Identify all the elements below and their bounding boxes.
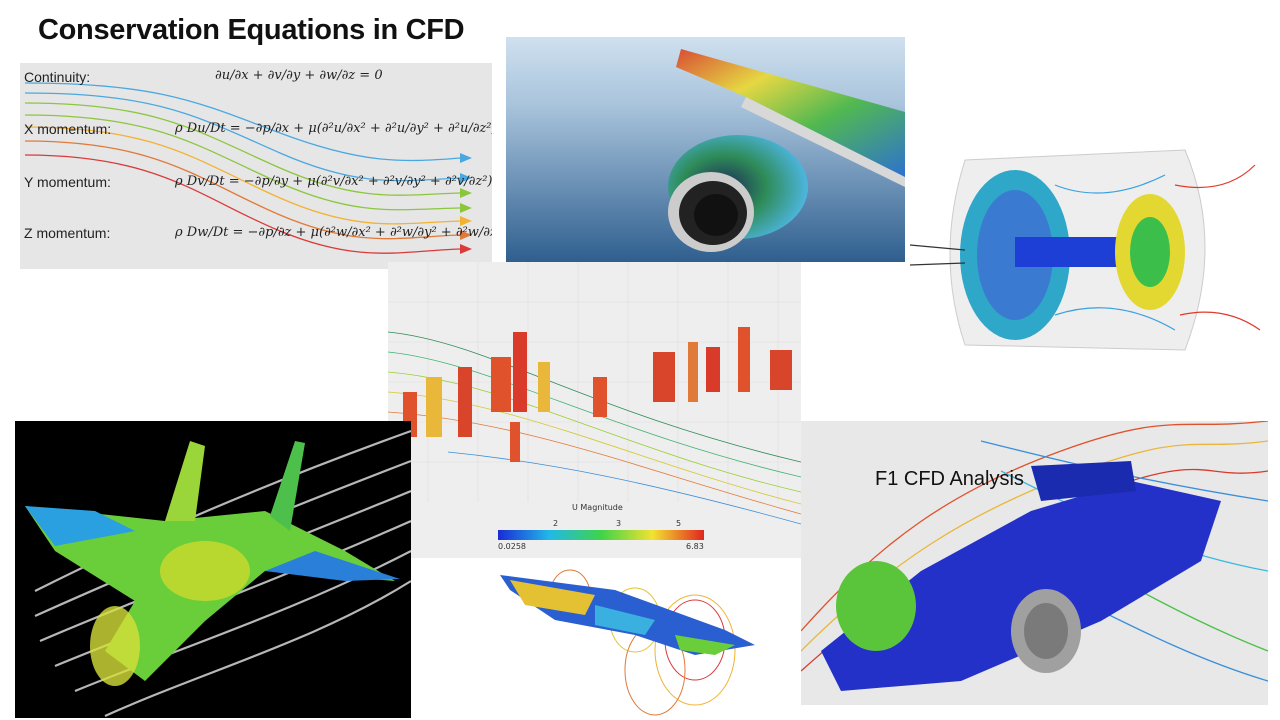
continuity-label: Continuity: — [24, 69, 91, 85]
hypersonic-vehicle-cfd-image — [495, 560, 775, 720]
city-wind-cfd-image: U Magnitude 2 3 5 0.0258 6.83 — [388, 262, 801, 558]
equations-panel: Continuity: ∂u/∂x + ∂v/∂y + ∂w/∂z = 0 X … — [20, 63, 492, 269]
f1-car-cfd-image — [801, 421, 1268, 705]
x-momentum-formula: ρ Du/Dt = −∂p/∂x + μ(∂²u/∂x² + ∂²u/∂y² +… — [175, 121, 492, 136]
slide-title: Conservation Equations in CFD — [38, 14, 465, 46]
colorbar-max: 6.83 — [686, 542, 704, 551]
y-momentum-label: Y momentum: — [24, 174, 111, 190]
colorbar-gradient — [498, 530, 704, 540]
continuity-formula: ∂u/∂x + ∂v/∂y + ∂w/∂z = 0 — [215, 68, 383, 83]
colorbar-min: 0.0258 — [498, 542, 526, 551]
fighter-jet-cfd-image — [15, 421, 411, 718]
z-momentum-label: Z momentum: — [24, 225, 111, 241]
colorbar-tick-3: 5 — [676, 519, 682, 528]
colorbar-tick-1: 2 — [553, 519, 559, 528]
turbine-engine-cfd-image — [905, 145, 1270, 360]
x-momentum-label: X momentum: — [24, 121, 112, 137]
colorbar-title: U Magnitude — [572, 503, 623, 512]
streamline-background — [24, 82, 472, 254]
z-momentum-formula: ρ Dw/Dt = −∂p/∂z + μ(∂²w/∂x² + ∂²w/∂y² +… — [175, 225, 492, 240]
wing-engine-cfd-image — [506, 37, 905, 262]
colorbar-tick-2: 3 — [616, 519, 622, 528]
y-momentum-formula: ρ Dv/Dt = −∂p/∂y + μ(∂²v/∂x² + ∂²v/∂y² +… — [175, 174, 492, 189]
f1-caption: F1 CFD Analysis — [875, 468, 1024, 490]
